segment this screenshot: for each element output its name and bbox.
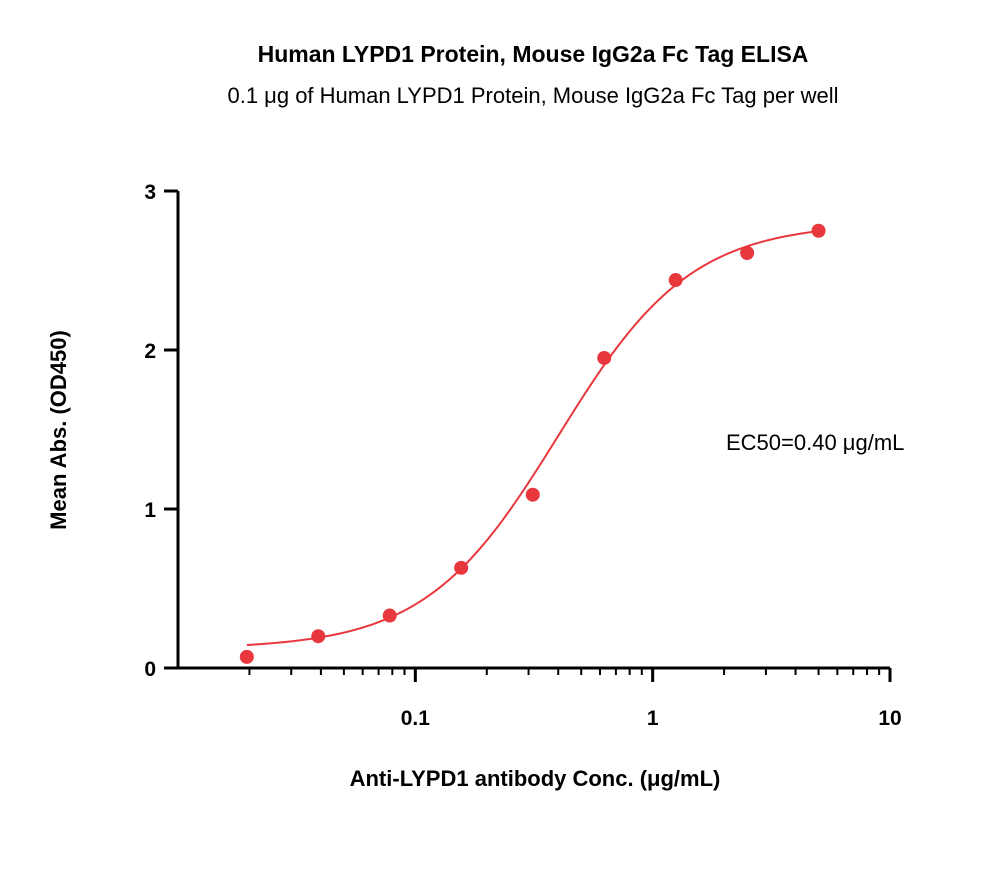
data-point xyxy=(668,273,683,288)
data-point xyxy=(525,487,540,502)
x-tick-label: 0.1 xyxy=(401,707,431,730)
x-axis-title: Anti-LYPD1 antibody Conc. (μg/mL) xyxy=(350,766,721,791)
x-tick-label: 10 xyxy=(878,707,901,730)
data-point xyxy=(454,560,469,575)
data-point xyxy=(740,246,755,261)
data-point xyxy=(597,350,612,365)
axes xyxy=(176,191,890,670)
fit-curve xyxy=(246,230,819,647)
data-point xyxy=(811,223,826,238)
ec50-annotation: EC50=0.40 μg/mL xyxy=(726,430,904,455)
y-tick-label: 1 xyxy=(144,499,156,522)
y-tick-label: 2 xyxy=(144,340,156,363)
data-point xyxy=(239,649,254,664)
y-tick-label: 3 xyxy=(144,181,156,204)
y-axis-ticks: 0 1 2 3 xyxy=(144,181,178,681)
x-tick-label: 1 xyxy=(647,707,659,730)
chart-subtitle: 0.1 μg of Human LYPD1 Protein, Mouse IgG… xyxy=(227,83,838,108)
chart-title: Human LYPD1 Protein, Mouse IgG2a Fc Tag … xyxy=(258,41,809,67)
data-points xyxy=(239,223,826,664)
data-point xyxy=(382,608,397,623)
x-axis-ticks: 0.1 1 10 xyxy=(248,668,902,730)
y-axis-title: Mean Abs. (OD450) xyxy=(46,330,71,530)
data-point xyxy=(311,629,326,644)
y-tick-label: 0 xyxy=(144,658,156,681)
